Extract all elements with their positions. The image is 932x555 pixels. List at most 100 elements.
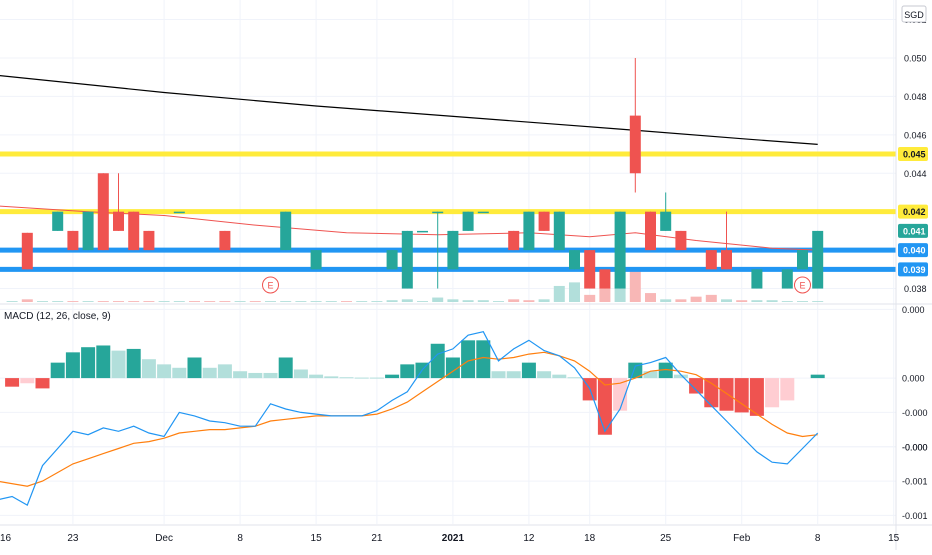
volume-bar xyxy=(113,301,124,302)
macd-axis-tick: -0.001 xyxy=(902,511,928,521)
volume-bar xyxy=(310,301,322,302)
macd-histogram-bar xyxy=(141,359,156,379)
level-price-label: 0.045 xyxy=(903,150,926,160)
volume-bar xyxy=(569,282,580,302)
macd-histogram-bar xyxy=(613,378,628,411)
volume-bar xyxy=(265,301,276,302)
volume-bar xyxy=(432,297,444,302)
currency-badge[interactable]: SGD xyxy=(904,10,924,20)
volume-bar xyxy=(675,299,687,302)
macd-histogram-bar xyxy=(689,378,704,394)
macd-histogram-bar xyxy=(35,378,50,389)
last-price-label-box xyxy=(898,223,928,238)
volume-bar xyxy=(21,299,33,302)
macd-axis-tick: -0.000 xyxy=(902,442,928,452)
volume-bar xyxy=(158,301,170,302)
candle-body xyxy=(584,250,596,289)
price-axis-tick: 0.048 xyxy=(904,92,927,102)
candle-body xyxy=(812,230,824,289)
macd-histogram-bar xyxy=(293,369,308,379)
volume-bar xyxy=(447,299,459,302)
macd-pane xyxy=(0,331,825,506)
price-axis-tick: 0.046 xyxy=(904,130,927,140)
time-axis-tick: 15 xyxy=(888,533,900,544)
macd-signal-line xyxy=(0,351,818,487)
candle-body xyxy=(508,230,520,251)
volume-bar xyxy=(280,301,292,302)
time-axis-tick: 16 xyxy=(0,533,12,544)
macd-histogram-bar xyxy=(172,367,187,379)
earnings-marker xyxy=(262,276,279,294)
volume-bar xyxy=(766,300,778,302)
candle-body xyxy=(97,173,109,251)
candle-body xyxy=(417,230,428,233)
macd-axis-tick: 0.000 xyxy=(902,374,925,384)
level-price-label-box xyxy=(898,243,928,258)
earnings-marker xyxy=(794,276,811,294)
macd-histogram-bar xyxy=(734,378,749,413)
macd-histogram-bar xyxy=(96,345,111,379)
macd-histogram-bar xyxy=(339,377,354,379)
candle-body xyxy=(645,211,656,251)
earnings-marker-label: E xyxy=(799,281,805,291)
candle-body xyxy=(173,211,185,214)
macd-histogram-bar xyxy=(217,364,232,379)
macd-histogram-bar xyxy=(704,378,719,408)
macd-histogram-bar xyxy=(400,364,415,379)
macd-histogram-bar xyxy=(278,357,293,379)
volume-bar xyxy=(371,301,383,302)
macd-histogram-bar xyxy=(369,377,384,379)
macd-histogram-bar xyxy=(476,340,491,379)
volume-bar xyxy=(462,300,474,302)
macd-histogram-bar xyxy=(521,362,536,379)
macd-histogram-bar xyxy=(810,374,825,379)
volume-bar xyxy=(629,269,641,302)
volume-bar xyxy=(143,301,155,302)
candle-body xyxy=(629,115,641,174)
volume-bar xyxy=(189,301,200,302)
time-axis-tick: 8 xyxy=(815,533,821,544)
volume-bar xyxy=(128,301,140,302)
volume-bar xyxy=(82,301,94,302)
macd-histogram-bar xyxy=(20,378,35,384)
earnings-marker-label: E xyxy=(267,281,273,291)
time-axis-tick: Dec xyxy=(155,533,173,544)
volume-bar xyxy=(645,293,656,302)
macd-histogram-bar xyxy=(430,343,445,379)
macd-histogram-bar xyxy=(719,378,734,411)
currency-badge-box[interactable] xyxy=(901,5,927,23)
macd-histogram-bar xyxy=(187,357,202,379)
volume-bar xyxy=(173,301,185,302)
candle-body xyxy=(113,211,124,231)
macd-histogram-bar xyxy=(263,372,278,379)
macd-histogram-bar xyxy=(780,378,795,401)
volume-bar xyxy=(356,301,368,302)
macd-histogram-bar xyxy=(309,374,324,379)
candle-body xyxy=(614,211,626,289)
price-axis-tick: 0.050 xyxy=(904,53,927,63)
level-price-label-box xyxy=(898,147,928,162)
candle-body xyxy=(553,211,565,251)
price-axis-tick: 0.038 xyxy=(904,284,927,294)
volume-bar xyxy=(721,299,732,302)
last-price-label: 0.041 xyxy=(903,226,926,236)
time-axis-tick: 12 xyxy=(523,533,535,544)
volume-bar xyxy=(6,301,18,302)
macd-histogram-bar xyxy=(111,350,126,379)
level-price-label: 0.039 xyxy=(903,265,926,275)
long-moving-average-line xyxy=(0,75,818,145)
short-moving-average-line xyxy=(0,205,818,251)
volume-bar xyxy=(812,301,824,302)
time-axis-tick: 25 xyxy=(660,533,672,544)
level-price-label-box xyxy=(898,262,928,277)
macd-histogram-bar xyxy=(552,374,567,379)
macd-histogram-bar xyxy=(749,378,764,416)
macd-histogram-bar xyxy=(673,374,688,379)
macd-histogram-bar xyxy=(65,352,80,379)
time-axis-tick: 15 xyxy=(311,533,323,544)
macd-histogram-bar xyxy=(643,371,658,379)
macd-histogram-bar xyxy=(157,364,172,379)
